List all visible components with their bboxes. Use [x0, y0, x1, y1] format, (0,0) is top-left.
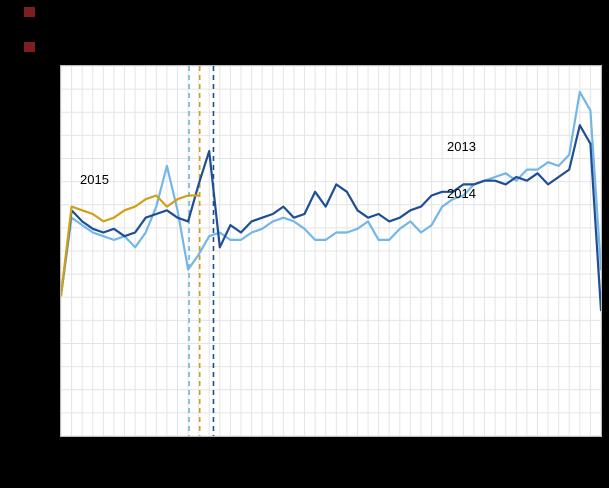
line-2015: [61, 194, 200, 297]
title-mark-icon: [24, 42, 35, 52]
line-chart: [61, 66, 601, 436]
series-label-2015: 2015: [80, 172, 109, 187]
series-label-2014: 2014: [447, 186, 476, 201]
title-mark-icon: [24, 7, 35, 17]
line-2013: [61, 90, 601, 297]
plot-area: [60, 65, 602, 437]
series-label-2013: 2013: [447, 139, 476, 154]
gridlines: [61, 66, 601, 436]
line-2014: [61, 124, 601, 312]
